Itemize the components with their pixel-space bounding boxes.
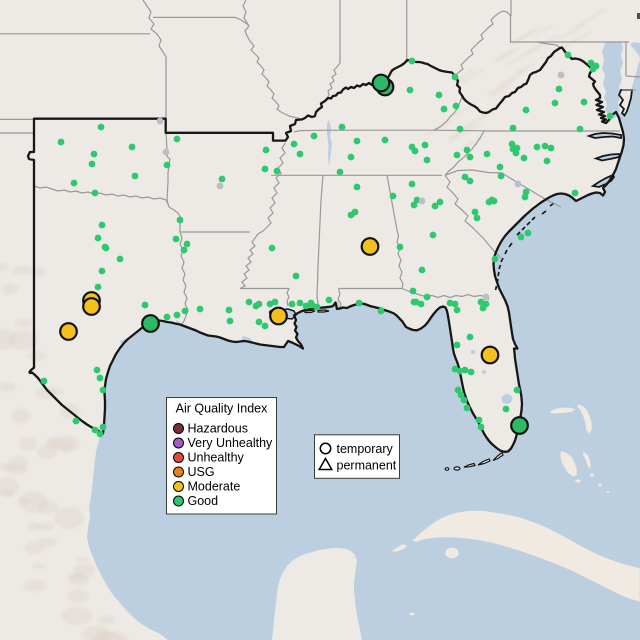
- svg-text:Very Unhealthy: Very Unhealthy: [188, 436, 274, 450]
- svg-text:USG: USG: [188, 465, 215, 479]
- svg-text:Air Quality Index: Air Quality Index: [176, 402, 268, 416]
- svg-text:Hazardous: Hazardous: [188, 422, 248, 436]
- svg-text:Moderate: Moderate: [188, 480, 241, 494]
- svg-text:temporary: temporary: [337, 442, 394, 456]
- svg-text:Good: Good: [188, 494, 219, 508]
- svg-text:Unhealthy: Unhealthy: [188, 451, 245, 465]
- svg-text:permanent: permanent: [337, 459, 397, 473]
